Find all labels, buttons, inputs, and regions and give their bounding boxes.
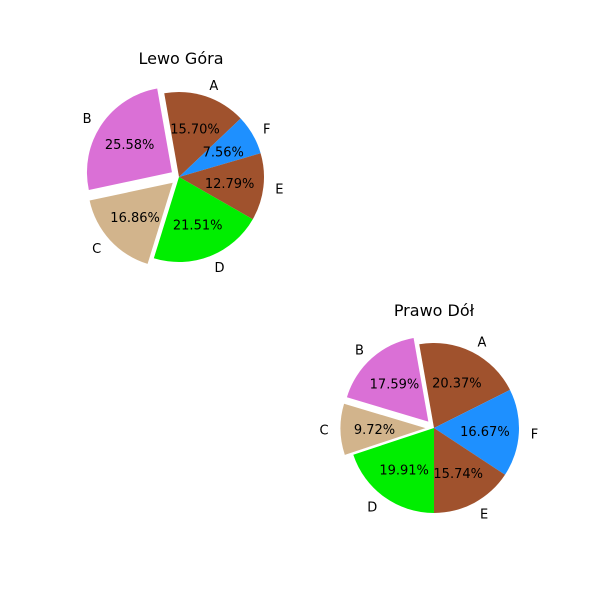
- pie-category-label-bottom-right-c: C: [320, 424, 329, 439]
- pie-slice-bottom-right-f: [434, 389, 519, 475]
- pie-slice-top-left-f: [179, 118, 261, 177]
- pie-chart-bottom-right: Prawo Dół 20.37% A 16.67% F 15.74% E 19.91% D 9.…: [320, 301, 539, 522]
- pie-percent-label-bottom-right-e: 15.74%: [433, 467, 483, 482]
- chart-title-top-left: Lewo Góra: [138, 49, 223, 68]
- pie-percent-label-bottom-right-b: 17.59%: [370, 378, 420, 393]
- pie-slice-bottom-right-a: [419, 343, 510, 428]
- pie-percent-label-top-left-d: 21.51%: [173, 218, 223, 233]
- pie-chart-top-left: Lewo Góra 15.70% A 7.56% F 12.79% E 21.51% D 16.…: [83, 49, 284, 276]
- pie-percent-label-top-left-e: 12.79%: [205, 177, 255, 192]
- pie-category-label-bottom-right-f: F: [531, 428, 538, 443]
- pie-percent-label-bottom-right-d: 19.91%: [379, 463, 429, 478]
- pie-category-label-bottom-right-b: B: [355, 343, 364, 358]
- pie-slice-top-left-e: [179, 153, 264, 220]
- pie-percent-label-top-left-b: 25.58%: [105, 138, 155, 153]
- pie-category-label-top-left-e: E: [275, 182, 283, 197]
- pie-category-label-top-left-c: C: [92, 242, 101, 257]
- pie-percent-label-top-left-a: 15.70%: [170, 123, 220, 138]
- pie-category-label-top-left-d: D: [215, 261, 225, 276]
- pie-percent-label-bottom-right-c: 9.72%: [354, 423, 395, 438]
- pie-slice-bottom-right-e: [433, 428, 506, 513]
- pie-slice-bottom-right-d: [353, 428, 434, 513]
- pie-slice-top-left-a: [164, 92, 241, 177]
- pie-percent-label-top-left-c: 16.86%: [110, 211, 160, 226]
- pie-percent-label-bottom-right-f: 16.67%: [460, 425, 510, 440]
- pie-category-label-bottom-right-d: D: [367, 501, 377, 516]
- pie-slice-top-left-b: [86, 88, 172, 191]
- pie-percent-label-bottom-right-a: 20.37%: [432, 376, 482, 391]
- pie-slice-top-left-d: [153, 177, 253, 263]
- pie-slice-bottom-right-c: [340, 403, 426, 455]
- pie-category-label-bottom-right-a: A: [477, 335, 486, 350]
- pie-category-label-top-left-a: A: [209, 79, 218, 94]
- pie-percent-label-top-left-f: 7.56%: [203, 146, 244, 161]
- pie-category-label-top-left-b: B: [83, 112, 92, 127]
- pie-slice-bottom-right-b: [346, 337, 429, 422]
- pie-category-label-top-left-f: F: [263, 123, 270, 138]
- pie-slice-top-left-c: [89, 182, 173, 264]
- pie-category-label-bottom-right-e: E: [480, 507, 488, 522]
- chart-title-bottom-right: Prawo Dół: [394, 301, 475, 320]
